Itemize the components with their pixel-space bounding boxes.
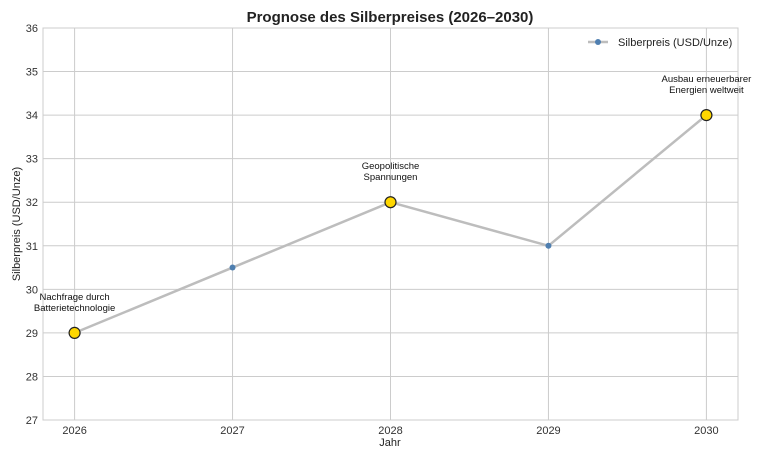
y-tick-label: 36: [26, 23, 38, 35]
annotation-label: Energien weltweit: [669, 85, 744, 96]
annotation-label: Geopolitische: [362, 161, 420, 172]
data-point: [545, 242, 552, 249]
x-tick-label: 2026: [62, 425, 86, 437]
highlight-point: [68, 326, 81, 339]
grid-layer: [43, 27, 738, 421]
y-tick-label: 27: [26, 415, 38, 427]
plot-frame: [42, 27, 739, 421]
legend-label: Silberpreis (USD/Unze): [618, 37, 732, 49]
y-tick-label: 35: [26, 67, 38, 79]
x-tick-label: 2029: [536, 425, 560, 437]
annotation-label: Batterietechnologie: [34, 303, 115, 314]
annotation-label: Ausbau erneuerbarer: [662, 74, 752, 85]
data-point: [229, 264, 236, 271]
highlight-point: [384, 196, 397, 209]
y-tick-label: 29: [26, 328, 38, 340]
y-tick-label: 32: [26, 197, 38, 209]
y-tick-label: 30: [26, 284, 38, 296]
chart-title: Prognose des Silberpreises (2026–2030): [247, 9, 534, 26]
y-tick-label: 28: [26, 371, 38, 383]
highlight-point: [700, 109, 713, 122]
x-tick-label: 2027: [220, 425, 244, 437]
annotation-label: Spannungen: [364, 172, 418, 183]
y-axis-label: Silberpreis (USD/Unze): [11, 167, 23, 281]
y-tick-label: 31: [26, 241, 38, 253]
x-tick-label: 2030: [694, 425, 718, 437]
tick-layer: 27 28 29 30 31 32 33 34 35 36 2026 2027 2028 2029 2030: [26, 23, 719, 437]
annotation-label: Nachfrage durch: [39, 292, 109, 303]
x-tick-label: 2028: [378, 425, 402, 437]
y-tick-label: 34: [26, 110, 38, 122]
y-tick-label: 33: [26, 154, 38, 166]
legend: Silberpreis (USD/Unze): [588, 37, 732, 49]
legend-marker-swatch: [595, 39, 601, 45]
x-axis-label: Jahr: [379, 437, 401, 449]
